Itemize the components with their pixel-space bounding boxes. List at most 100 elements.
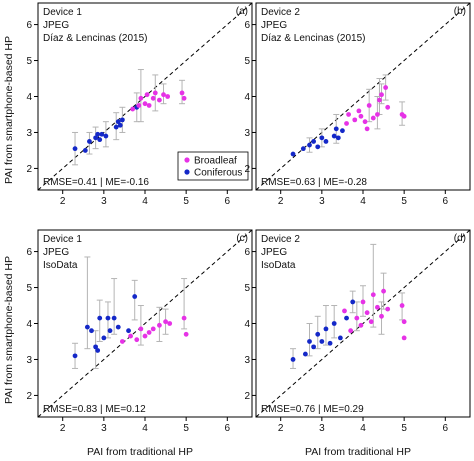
x-tick-label: 4 xyxy=(142,423,148,434)
broadleaf-point xyxy=(354,315,360,321)
panel-annotation: JPEG xyxy=(261,247,287,258)
broadleaf-point xyxy=(181,315,187,321)
broadleaf-point xyxy=(134,337,140,343)
panel-annotation: IsoData xyxy=(43,260,78,271)
stats-label: RMSE=0.83 | ME=0.12 xyxy=(43,404,146,415)
broadleaf-point xyxy=(401,113,407,119)
broadleaf-point xyxy=(138,326,144,332)
one-to-one-line xyxy=(37,2,253,191)
x-tick-label: 2 xyxy=(60,196,66,207)
y-tick-label: 2 xyxy=(244,164,250,175)
y-tick-label: 6 xyxy=(26,20,32,31)
broadleaf-point xyxy=(136,103,142,108)
x-tick-label: 5 xyxy=(401,196,407,207)
coniferous-point xyxy=(302,351,308,357)
x-axis-label-right: PAI from traditional HP xyxy=(305,446,411,458)
y-tick-label: 5 xyxy=(26,56,32,67)
broadleaf-point xyxy=(348,328,354,334)
panel-annotation: JPEG xyxy=(43,247,69,258)
coniferous-point xyxy=(323,139,329,144)
y-axis-label-top: PAI from smartphone-based HP xyxy=(3,36,15,184)
broadleaf-point xyxy=(161,92,166,98)
broadleaf-point xyxy=(157,322,162,328)
stats-label: RMSE=0.41 | ME=-0.16 xyxy=(43,177,149,188)
legend-marker-coniferous xyxy=(184,169,190,175)
coniferous-point xyxy=(97,315,103,321)
x-tick-label: 5 xyxy=(401,423,407,434)
panel-annotation: IsoData xyxy=(261,260,296,271)
broadleaf-point xyxy=(364,310,370,316)
broadleaf-point xyxy=(370,292,376,298)
broadleaf-point xyxy=(383,85,389,90)
coniferous-point xyxy=(97,137,103,143)
broadleaf-point xyxy=(179,90,185,96)
panel-annotation: Device 2 xyxy=(261,234,300,245)
coniferous-point xyxy=(82,148,88,153)
broadleaf-point xyxy=(119,339,125,344)
y-tick-label: 3 xyxy=(26,128,32,139)
coniferous-point xyxy=(311,344,317,350)
y-tick-label: 3 xyxy=(26,355,32,366)
panel-label: (b) xyxy=(454,6,466,17)
stats-label: RMSE=0.76 | ME=0.29 xyxy=(261,404,364,415)
coniferous-point xyxy=(315,331,321,337)
coniferous-point xyxy=(84,324,90,330)
coniferous-point xyxy=(331,321,337,326)
broadleaf-point xyxy=(144,92,150,98)
coniferous-point xyxy=(319,135,325,141)
coniferous-point xyxy=(340,128,345,134)
coniferous-point xyxy=(307,142,312,148)
coniferous-point xyxy=(333,126,339,132)
coniferous-point xyxy=(319,339,325,344)
legend-label-broadleaf: Broadleaf xyxy=(194,156,237,167)
broadleaf-point xyxy=(183,331,189,337)
broadleaf-point xyxy=(364,126,370,132)
broadleaf-point xyxy=(370,115,376,121)
coniferous-point xyxy=(290,151,296,157)
y-tick-label: 2 xyxy=(26,164,32,175)
broadleaf-point xyxy=(150,95,156,101)
legend-box xyxy=(177,151,249,181)
panel-c: 2 3 4 5 6 2 3 4 5 6 Device 1 JPEG IsoData (c) RMSE=0.8… xyxy=(26,229,253,434)
coniferous-point xyxy=(290,357,296,362)
coniferous-point xyxy=(350,299,356,305)
broadleaf-point xyxy=(375,304,380,310)
coniferous-point xyxy=(99,131,105,137)
broadleaf-point xyxy=(385,104,391,110)
broadleaf-point xyxy=(368,319,374,325)
broadleaf-point xyxy=(381,288,386,294)
broadleaf-point xyxy=(360,299,366,305)
panel-d: 2 3 4 5 6 2 3 4 5 6 Device 2 JPEG IsoData (d) RMSE=0.7… xyxy=(244,229,471,434)
coniferous-point xyxy=(117,122,123,128)
panel-annotation: Device 2 xyxy=(261,7,300,18)
legend-label-coniferous: Coniferous xyxy=(194,168,242,179)
coniferous-point xyxy=(327,340,333,346)
y-tick-label: 6 xyxy=(26,247,32,258)
panel-b: 2 3 4 5 6 2 3 4 5 6 Device 2 JPEG Díaz & Lencinas (2… xyxy=(244,2,471,207)
broadleaf-point xyxy=(358,322,364,328)
panel-label: (d) xyxy=(454,233,466,244)
x-tick-label: 3 xyxy=(101,423,107,434)
coniferous-point xyxy=(72,146,78,152)
broadleaf-point xyxy=(138,95,144,101)
broadleaf-point xyxy=(128,333,133,339)
stats-label: RMSE=0.63 | ME=-0.28 xyxy=(261,177,367,188)
coniferous-point xyxy=(132,294,138,299)
coniferous-point xyxy=(87,139,92,144)
broadleaf-point xyxy=(150,326,156,332)
y-tick-label: 5 xyxy=(26,283,32,294)
y-tick-label: 5 xyxy=(244,283,250,294)
broadleaf-point xyxy=(358,113,364,119)
broadleaf-point xyxy=(401,319,407,325)
x-tick-label: 5 xyxy=(183,423,189,434)
legend-marker-broadleaf xyxy=(184,157,190,163)
x-tick-label: 3 xyxy=(319,196,325,207)
panel-annotation: Díaz & Lencinas (2015) xyxy=(43,33,148,44)
panel-label: (c) xyxy=(236,233,248,244)
coniferous-point xyxy=(126,328,131,334)
coniferous-point xyxy=(95,348,101,353)
x-tick-label: 2 xyxy=(278,423,284,434)
coniferous-point xyxy=(113,124,119,130)
coniferous-point xyxy=(111,315,117,321)
